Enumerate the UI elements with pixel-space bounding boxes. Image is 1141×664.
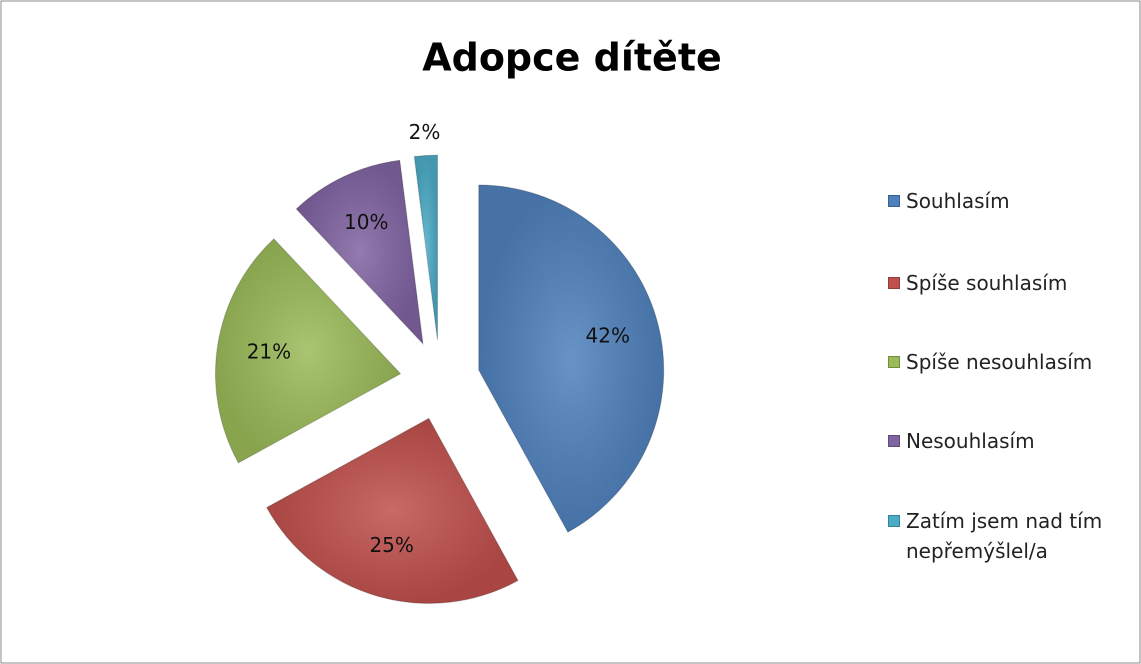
- legend-swatch: [888, 435, 900, 447]
- legend-label: Spíše nesouhlasím: [906, 350, 1093, 374]
- legend-label: Souhlasím: [906, 189, 1010, 213]
- legend-entry: Spíše nesouhlasím: [888, 347, 1128, 377]
- legend-entry: Spíše souhlasím: [888, 268, 1128, 298]
- slice-shade: [414, 155, 438, 341]
- legend-swatch: [888, 356, 900, 368]
- data-label: 25%: [369, 533, 413, 557]
- slice-shade: [266, 418, 518, 604]
- chart-title: Adopce dítěte: [422, 36, 722, 80]
- legend-swatch: [888, 515, 900, 527]
- legend-label: Zatím jsem nad tím nepřemýšlel/a: [906, 509, 1103, 563]
- slice-shade: [215, 238, 401, 463]
- slice-shade: [478, 185, 664, 533]
- legend-swatch: [888, 277, 900, 289]
- data-label: 42%: [586, 323, 630, 347]
- legend-entry: Zatím jsem nad tím nepřemýšlel/a: [888, 506, 1128, 566]
- legend-swatch: [888, 195, 900, 207]
- legend-label: Spíše souhlasím: [906, 271, 1068, 295]
- legend-entry: Nesouhlasím: [888, 426, 1128, 456]
- legend-entry: Souhlasím: [888, 186, 1128, 216]
- data-label: 10%: [344, 210, 388, 234]
- slice-shade: [296, 160, 423, 344]
- data-label: 21%: [247, 339, 291, 363]
- data-label: 2%: [409, 120, 441, 144]
- legend-label: Nesouhlasím: [906, 429, 1035, 453]
